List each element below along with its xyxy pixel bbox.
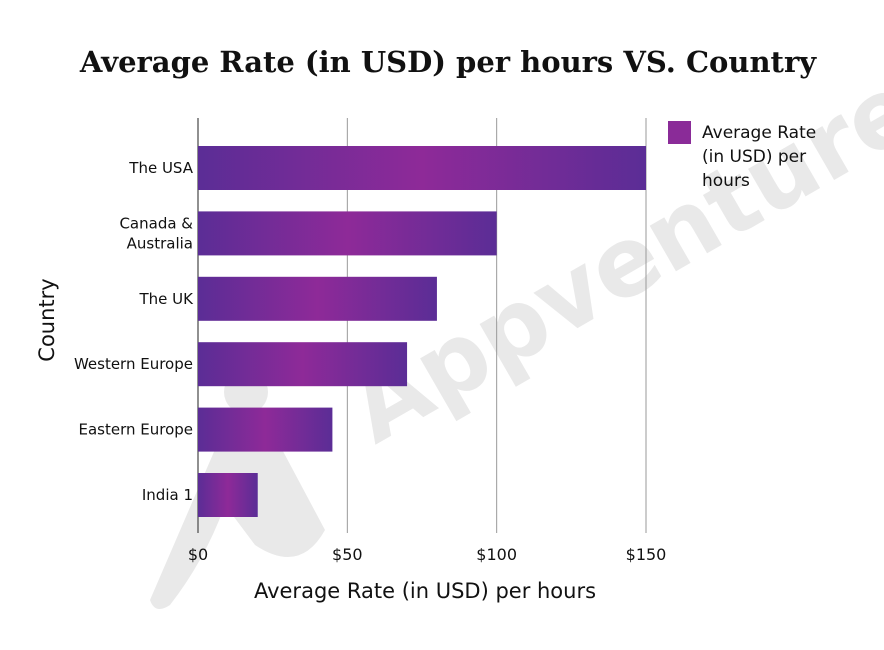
bar — [198, 276, 437, 321]
bar — [198, 146, 646, 190]
bar — [198, 407, 333, 452]
legend-label-line: hours — [702, 171, 750, 191]
y-axis-label: Country — [35, 278, 59, 361]
legend-label: Average Rate (in USD) per hours — [702, 123, 816, 191]
legend-swatch — [668, 121, 691, 144]
legend-label-line: Average Rate — [702, 123, 816, 143]
bar — [198, 342, 408, 387]
x-axis-label: Average Rate (in USD) per hours — [254, 579, 596, 603]
bars — [198, 146, 646, 517]
bar — [198, 473, 258, 517]
category-label: The UK — [139, 290, 195, 308]
category-label: Western Europe — [74, 355, 193, 373]
x-tick-labels: $0 $50 $100 $150 — [188, 545, 667, 564]
category-label: India 1 — [142, 486, 193, 504]
category-labels: The USA Canada & Australia The UK Western Eu… — [74, 159, 194, 504]
x-tick-label: $150 — [626, 545, 667, 564]
bar — [198, 211, 497, 256]
category-label: Eastern Europe — [78, 421, 193, 439]
x-tick-label: $50 — [332, 545, 363, 564]
legend-label-line: (in USD) per — [702, 147, 806, 167]
chart-title: Average Rate (in USD) per hours VS. Coun… — [79, 45, 817, 79]
x-tick-label: $0 — [188, 545, 208, 564]
category-label: The USA — [128, 159, 193, 177]
category-label: Australia — [127, 234, 193, 252]
legend: Average Rate (in USD) per hours — [668, 121, 816, 191]
category-label: Canada & — [119, 214, 193, 232]
x-tick-label: $100 — [476, 545, 517, 564]
